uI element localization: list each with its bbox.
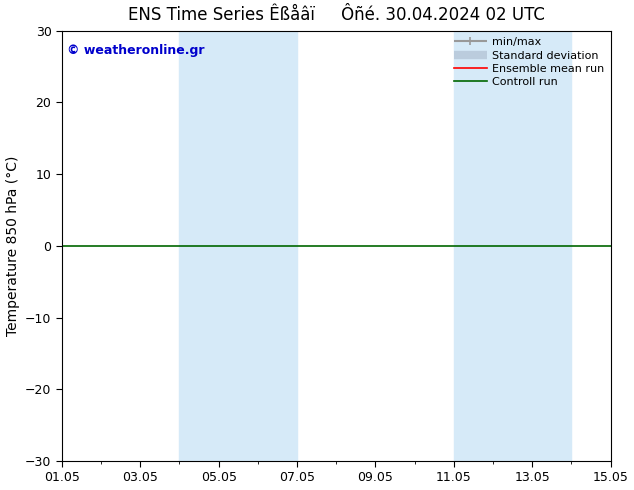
- Text: © weatheronline.gr: © weatheronline.gr: [67, 44, 205, 56]
- Y-axis label: Temperature 850 hPa (°C): Temperature 850 hPa (°C): [6, 156, 20, 336]
- Bar: [454, 31, 571, 461]
- Title: ENS Time Series Êßåâï     Ôñé. 30.04.2024 02 UTC: ENS Time Series Êßåâï Ôñé. 30.04.2024 02…: [128, 5, 545, 24]
- Bar: [179, 31, 297, 461]
- Legend: min/max, Standard deviation, Ensemble mean run, Controll run: min/max, Standard deviation, Ensemble me…: [450, 33, 608, 92]
